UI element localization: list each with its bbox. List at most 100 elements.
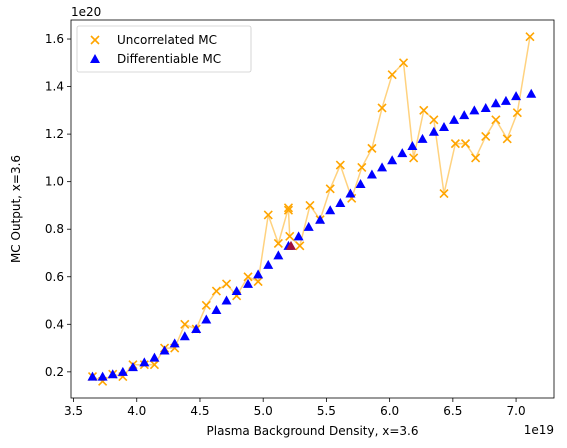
x-tick-label: 4.5 (190, 404, 209, 418)
differentiable-mc-point (191, 324, 202, 334)
differentiable-mc-point (500, 95, 511, 105)
x-axis-ticks: 3.5 4.0 4.5 5.0 5.5 6.0 6.5 7.0 (64, 398, 526, 418)
legend: Uncorrelated MC Differentiable MC (76, 25, 252, 73)
differentiable-mc-point (221, 295, 232, 305)
y-tick-label: 0.6 (45, 270, 64, 284)
uncorrelated-mc-point (481, 131, 491, 142)
uncorrelated-mc-point (439, 188, 449, 199)
differentiable-mc-point (355, 179, 366, 189)
x-tick-label: 4.0 (127, 404, 146, 418)
y-tick-label: 0.2 (45, 365, 64, 379)
y-tick-label: 1.2 (45, 127, 64, 141)
differentiable-mc-point (211, 305, 222, 315)
legend-label-differentiable: Differentiable MC (117, 52, 221, 66)
differentiable-mc-point (397, 148, 408, 158)
differentiable-mc-point (273, 250, 284, 260)
differentiable-mc-point (97, 371, 108, 381)
x-tick-label: 5.0 (254, 404, 273, 418)
uncorrelated-mc-line (92, 36, 531, 383)
x-tick-label: 7.0 (507, 404, 526, 418)
differentiable-mc-point (459, 110, 470, 120)
series-line-layer (92, 36, 531, 383)
y-tick-label: 0.8 (45, 222, 64, 236)
differentiable-mc-point (428, 126, 439, 136)
uncorrelated-mc-point (512, 108, 522, 118)
x-tick-label: 6.5 (443, 404, 462, 418)
uncorrelated-mc-point (398, 58, 409, 68)
differentiable-mc-point (179, 331, 190, 341)
differentiable-mc-point (169, 338, 180, 348)
differentiable-mc-point (263, 259, 274, 269)
differentiable-mc-point (417, 133, 428, 143)
differentiable-mc-point (325, 205, 336, 215)
differentiable-mc-point (387, 155, 398, 165)
differentiable-mc-point (407, 141, 418, 150)
differentiable-mc-point (345, 188, 356, 198)
uncorrelated-mc-point (263, 210, 273, 220)
differentiable-mc-point (293, 231, 304, 241)
axes-frame (70, 19, 555, 399)
differentiable-mc-point (149, 352, 160, 362)
differentiable-mc-point (366, 169, 377, 179)
y-tick-label: 1.6 (45, 32, 64, 46)
uncorrelated-mc-point (273, 238, 283, 249)
x-axis-label: Plasma Background Density, x=3.6 (207, 424, 419, 438)
uncorrelated-mc-point (502, 134, 512, 144)
legend-x-marker (90, 35, 100, 45)
uncorrelated-mc-point (429, 115, 439, 125)
uncorrelated-mc-point (201, 300, 211, 310)
differentiable-mc-point (243, 278, 254, 288)
differentiable-mc-point (117, 366, 128, 376)
uncorrelated-mc-point (367, 143, 377, 153)
differentiable-mc-point (335, 198, 346, 208)
uncorrelated-mc-point (253, 276, 263, 287)
legend-entry-uncorrelated: Uncorrelated MC (90, 33, 217, 47)
y-tick-label: 1.4 (45, 80, 64, 94)
y-axis-ticks: 0.2 0.4 0.6 0.8 1.0 1.2 1.4 1.6 (45, 32, 71, 379)
uncorrelated-mc-point (450, 139, 460, 149)
differentiable-mc-point (469, 105, 480, 115)
uncorrelated-mc-point (283, 205, 294, 215)
uncorrelated-mc-point (387, 70, 397, 80)
differentiable-mc-point (201, 314, 212, 324)
uncorrelated-mc-point (283, 203, 294, 213)
uncorrelated-mc-point (419, 105, 429, 115)
differentiable-mc-point (231, 286, 242, 296)
differentiable-mc-point (438, 121, 449, 131)
uncorrelated-mc-point (211, 286, 221, 296)
uncorrelated-mc-point (221, 279, 232, 289)
x-tick-label: 6.0 (380, 404, 399, 418)
uncorrelated-mc-point (460, 139, 471, 149)
uncorrelated-mc-point (525, 32, 535, 42)
differentiable-mc-point (377, 162, 388, 172)
legend-entry-differentiable: Differentiable MC (90, 52, 221, 66)
differentiable-mc-point (159, 345, 170, 355)
x-axis-offset-label: 1e19 (524, 423, 554, 437)
uncorrelated-mc-point (325, 184, 335, 194)
differentiable-mc-point (139, 357, 150, 367)
legend-marker-triangle-icon (90, 54, 100, 63)
differentiable-mc-point (315, 214, 326, 224)
uncorrelated-mc-point (295, 241, 305, 251)
differentiable-mc-point (253, 269, 264, 279)
x-tick-label: 3.5 (64, 404, 83, 418)
differentiable-mc-point (127, 362, 138, 372)
differentiable-mc-point (480, 102, 491, 112)
uncorrelated-mc-point (377, 103, 387, 113)
highlighted-point (286, 240, 297, 250)
differentiable-mc-point (87, 371, 98, 381)
uncorrelated-mc-point (491, 115, 501, 125)
uncorrelated-mc-point (180, 319, 190, 329)
uncorrelated-mc-point (305, 200, 315, 210)
differentiable-mc-point (511, 91, 522, 101)
y-axis-offset-label: 1e20 (71, 5, 101, 19)
uncorrelated-mc-point (471, 153, 481, 163)
x-tick-label: 5.5 (317, 404, 336, 418)
legend-triangle-marker (90, 54, 100, 63)
uncorrelated-mc-point (335, 160, 345, 170)
uncorrelated-mc-point (243, 272, 253, 282)
differentiable-mc-point (449, 114, 460, 124)
legend-box (76, 25, 252, 73)
differentiable-mc-point (107, 369, 118, 379)
